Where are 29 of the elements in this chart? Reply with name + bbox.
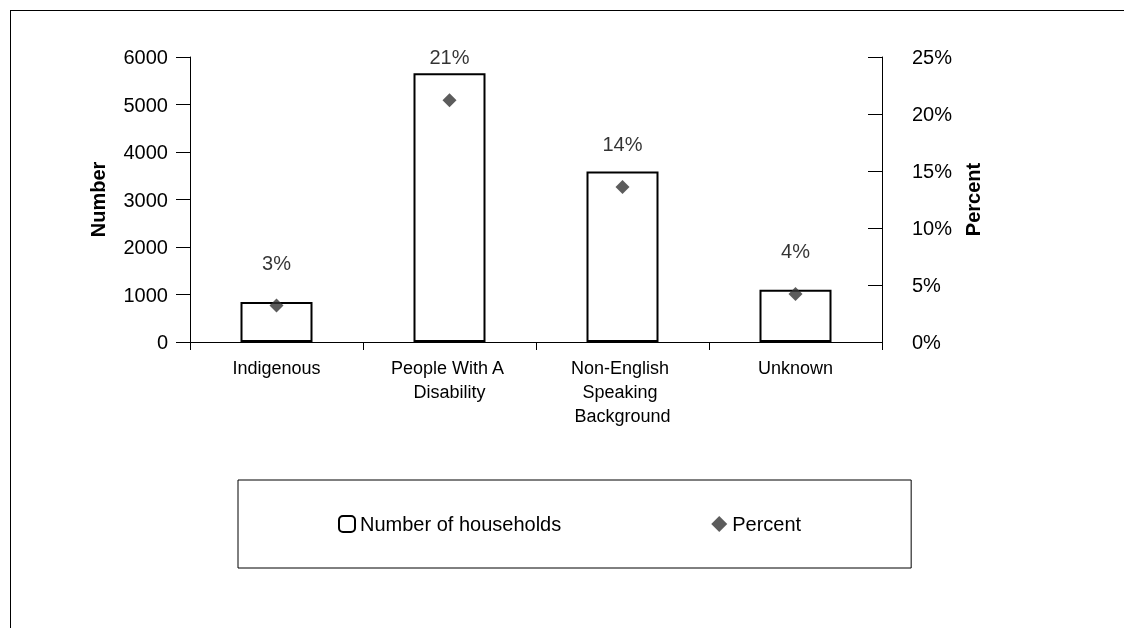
x-tick-label: Non-English Speaking Background (570, 358, 675, 426)
data-label: 4% (781, 240, 811, 263)
y-axis-title: Number (87, 161, 109, 238)
data-label: 14% (602, 132, 643, 155)
y-tick-label: 6000 (123, 46, 168, 68)
y2-tick-label: 25% (912, 46, 953, 68)
y-tick-label: 1000 (123, 283, 168, 306)
y-tick-label: 3000 (123, 188, 168, 211)
legend-label: Percent (732, 513, 802, 535)
y-tick-label: 0 (156, 331, 168, 353)
y2-tick-label: 15% (912, 160, 953, 182)
point (269, 298, 284, 313)
x-tick-label: People With A Disability (390, 358, 509, 402)
y-tick-label: 5000 (123, 93, 168, 116)
x-tick-label: Unknown (757, 358, 834, 378)
y2-tick-label: 20% (912, 103, 953, 125)
data-label: 21% (429, 46, 470, 69)
y2-tick-label: 0% (912, 331, 942, 353)
y-tick-label: 2000 (123, 236, 168, 258)
data-label: 3% (262, 251, 292, 274)
point (442, 93, 457, 108)
x-tick-label: Indigenous (232, 358, 321, 378)
y2-tick-label: 5% (912, 274, 942, 296)
y2-tick-label: 10% (912, 217, 953, 239)
point (615, 179, 630, 194)
point (788, 287, 803, 302)
y2-axis-title: Percent (961, 162, 984, 237)
legend-label: Number of households (360, 513, 562, 535)
y-tick-label: 4000 (123, 141, 168, 163)
